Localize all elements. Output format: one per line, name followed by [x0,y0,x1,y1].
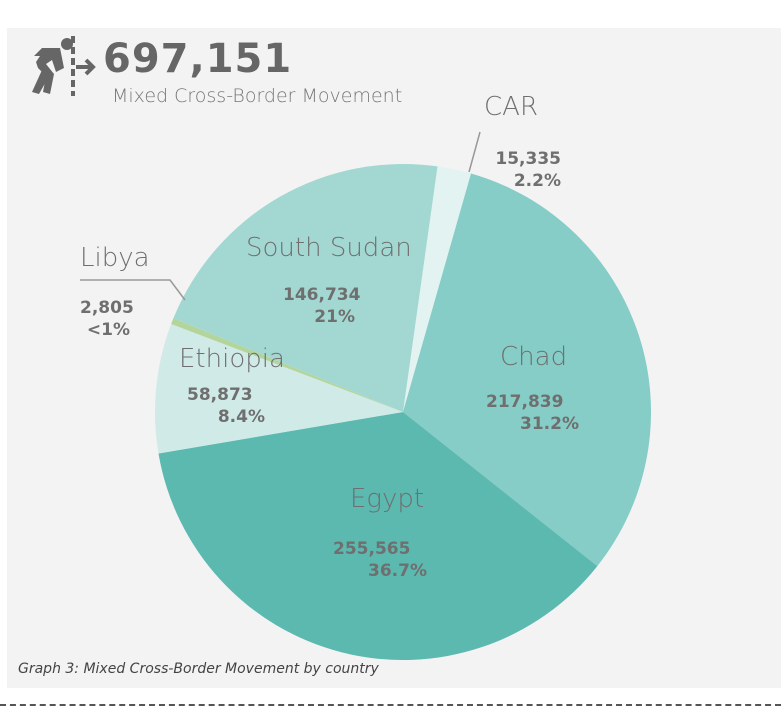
libya-leader-line [80,279,186,301]
label-south-sudan: South Sudan [246,233,412,263]
label-egypt: Egypt [350,484,424,514]
dashed-divider [0,704,781,706]
slice-percent: 2.2% [513,171,561,191]
slice-value: 15,335 [495,149,561,169]
value-chad: 217,839 31.2% [486,391,579,435]
chart-caption: Graph 3: Mixed Cross-Border Movement by … [18,661,379,677]
slice-name: South Sudan [246,233,412,263]
slice-value: 2,805 [80,298,134,318]
value-south-sudan: 146,734 21% [283,284,361,328]
value-car: 15,335 2.2% [488,148,561,192]
value-egypt: 255,565 36.7% [333,538,427,582]
slice-name: Ethiopia [179,344,285,374]
slice-value: 58,873 [187,385,253,405]
header-subtitle: Mixed Cross-Border Movement [112,85,403,107]
pie-slice-egypt [158,412,598,660]
slice-name: CAR [484,92,539,122]
slice-name: Egypt [350,484,425,514]
pie-slice-libya [171,318,403,412]
slice-percent: 21% [314,307,355,327]
total-count: 697,151 [103,36,293,82]
slice-value: 255,565 [333,539,411,559]
label-libya: Libya [80,243,150,273]
slice-percent: 8.4% [217,407,265,427]
value-libya: 2,805 <1% [80,297,134,341]
slice-value: 217,839 [486,392,564,412]
pie-slice-ethiopia [155,324,403,454]
slice-value: 146,734 [283,285,361,305]
pie-slice-car [403,166,472,412]
pie-slice-south-sudan [173,164,438,412]
slice-percent: 36.7% [368,561,427,581]
label-chad: Chad [500,342,567,372]
person-crossing-border-icon [32,36,96,96]
label-car: CAR [484,92,538,122]
car-leader-line [468,131,481,173]
label-ethiopia: Ethiopia [179,344,285,374]
slice-name: Libya [80,243,150,273]
value-ethiopia: 58,873 8.4% [187,384,265,428]
pie-slice-chad [403,173,652,567]
slice-percent: 31.2% [520,414,579,434]
slice-name: Chad [500,342,568,372]
slice-percent: <1% [86,320,130,340]
